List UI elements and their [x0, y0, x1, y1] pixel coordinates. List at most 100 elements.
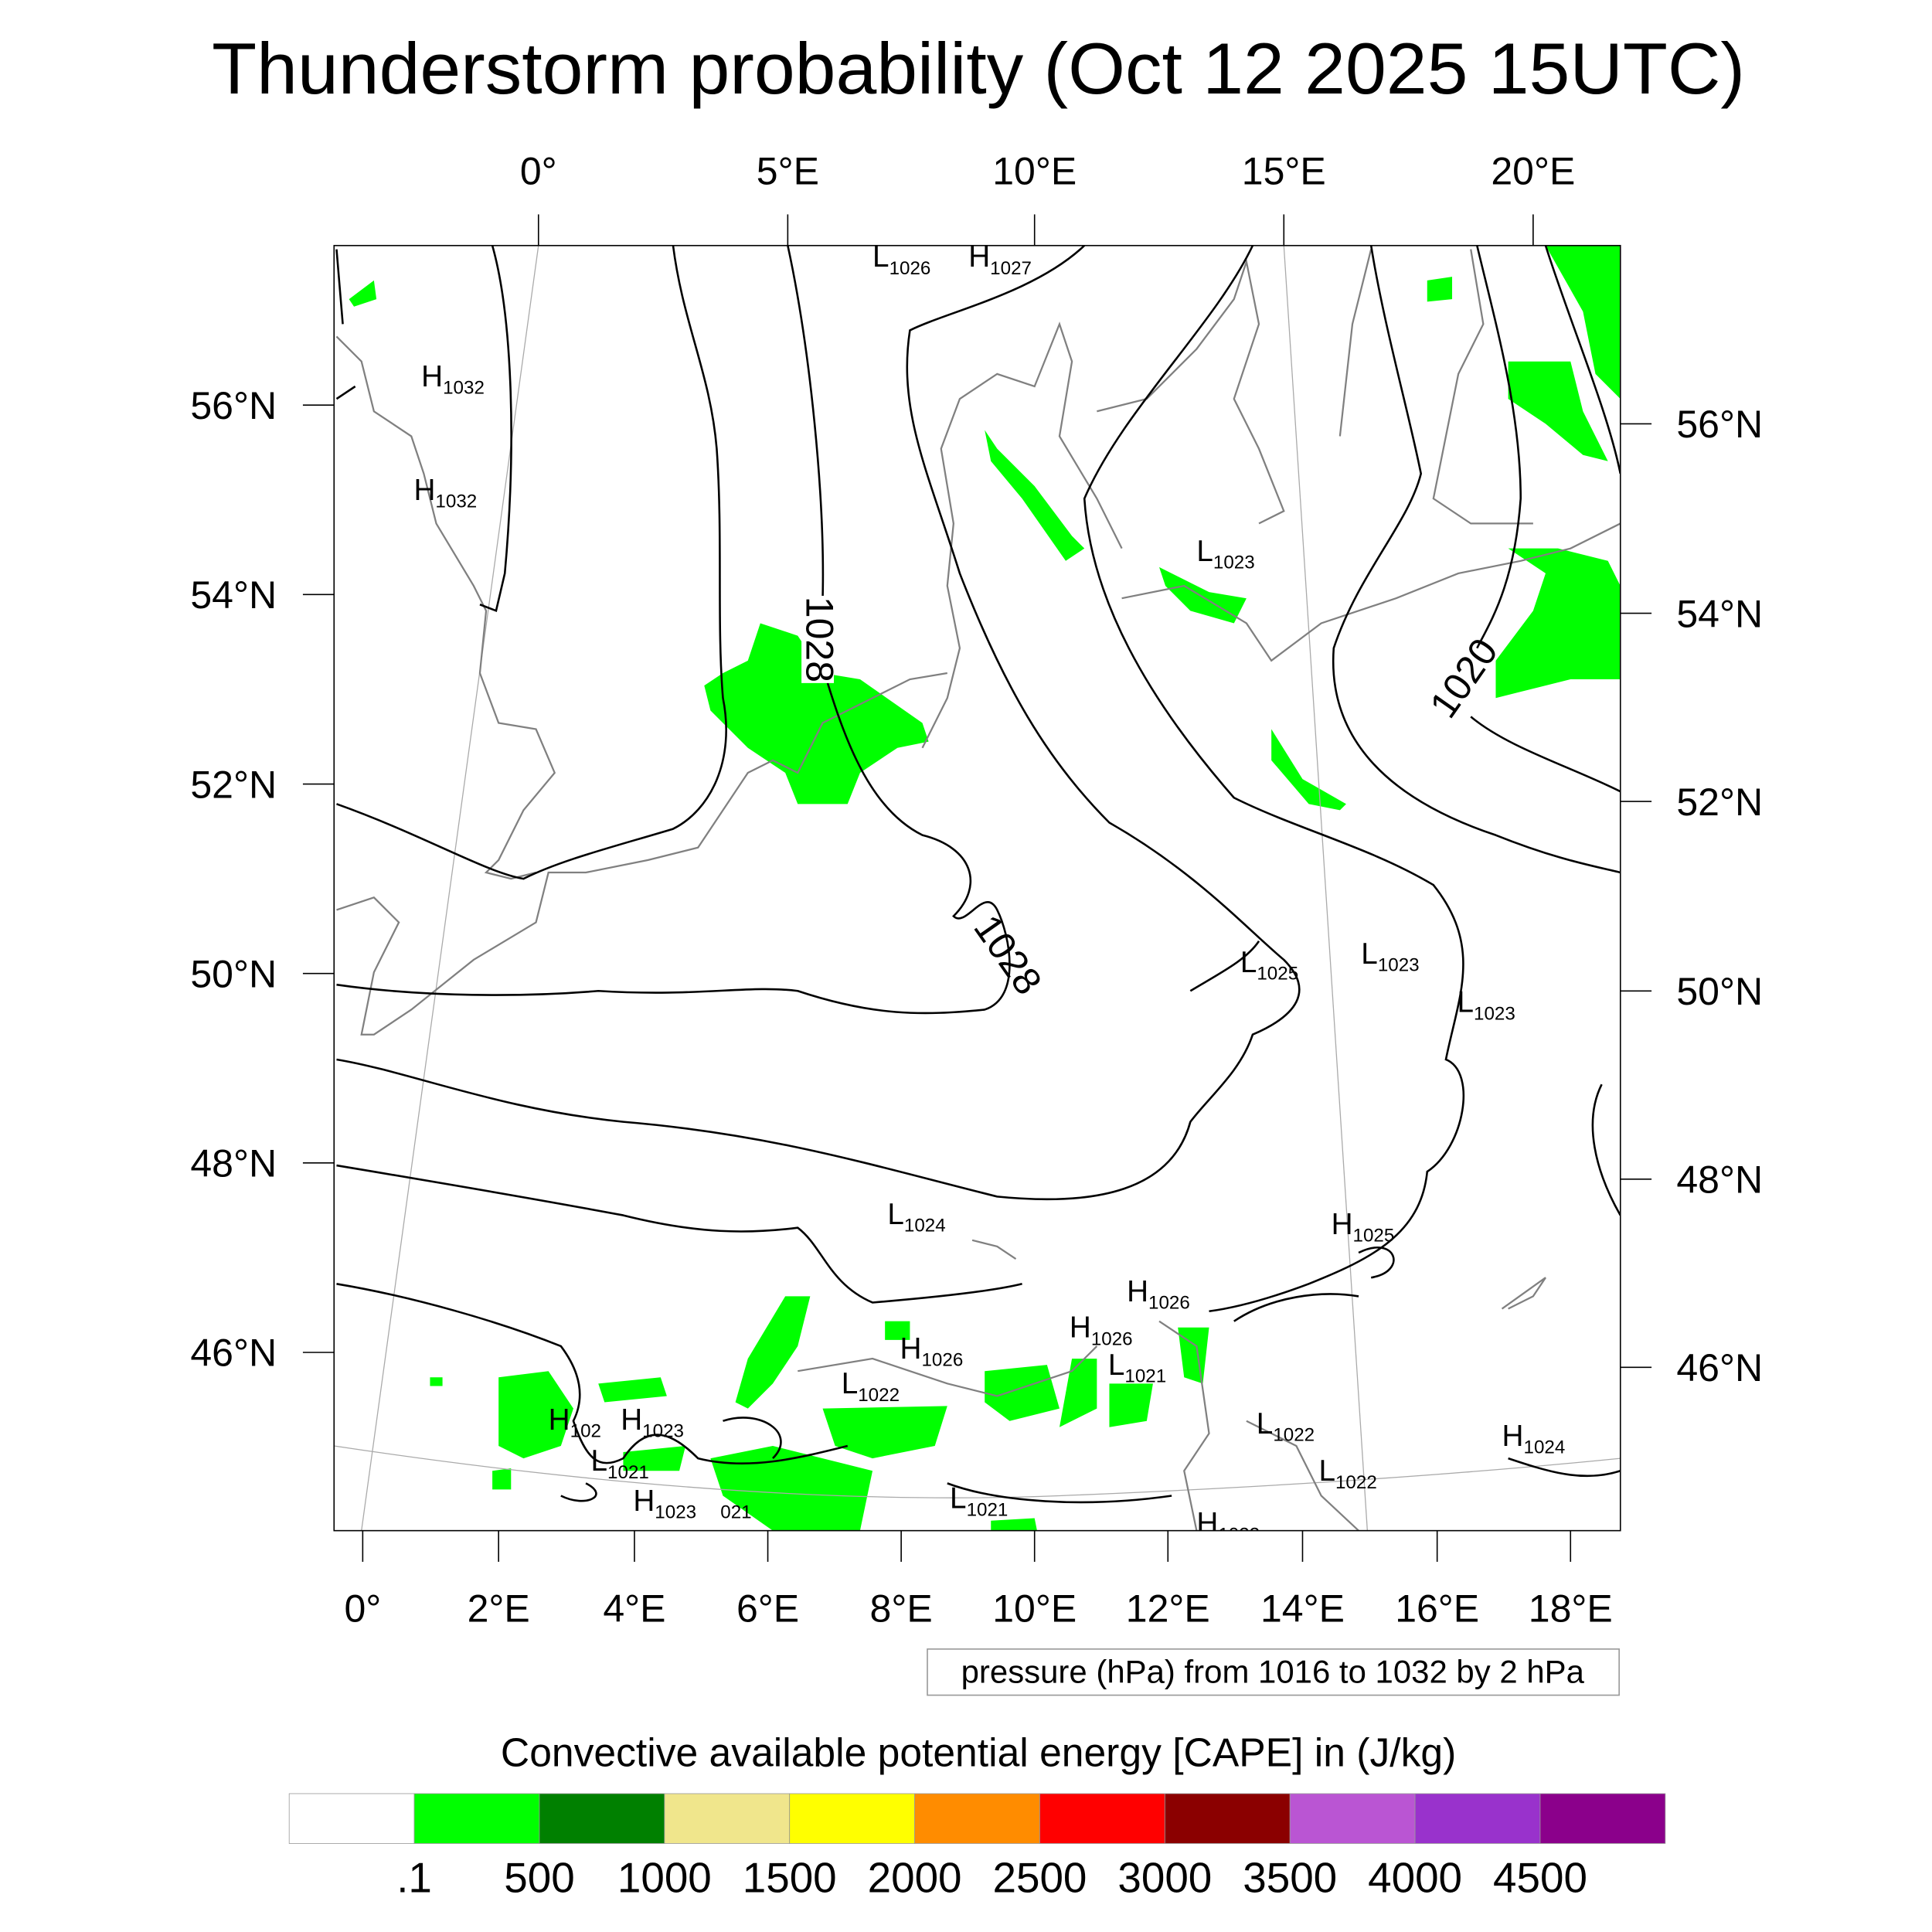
- cape-area: [498, 1371, 573, 1459]
- colorbar-swatch: [664, 1793, 791, 1844]
- cape-area: [735, 1296, 811, 1409]
- tick-label: 18°E: [1529, 1587, 1613, 1630]
- tick-label: 46°N: [1676, 1346, 1763, 1389]
- pressure-center: L1026: [872, 240, 930, 279]
- tick-label: 8°E: [870, 1587, 933, 1630]
- tick-label: 20°E: [1491, 150, 1575, 193]
- pressure-center: H1026: [1070, 1311, 1133, 1350]
- chart-title: Thunderstorm probability (Oct 12 2025 15…: [212, 28, 1745, 109]
- cape-area: [349, 280, 377, 307]
- tick-label: 46°N: [190, 1332, 277, 1375]
- colorbar-label: 1000: [617, 1853, 712, 1901]
- contour-label: 1028: [798, 597, 842, 682]
- map-frame: [333, 244, 1621, 1532]
- tick-label: 0°: [344, 1587, 381, 1630]
- pressure-center: L1023: [1196, 535, 1254, 573]
- cape-area: [1271, 729, 1346, 811]
- cape-area: [1059, 1359, 1097, 1427]
- coastlines: [335, 249, 1621, 1531]
- pressure-center: L1021: [591, 1444, 649, 1483]
- tick-label: 6°E: [736, 1587, 799, 1630]
- pressure-center: L1025: [1240, 946, 1298, 985]
- graticule: [334, 245, 1621, 1531]
- colorbar-swatch: [789, 1793, 915, 1844]
- pressure-center: H102: [549, 1403, 601, 1442]
- tick-label: 56°N: [1676, 403, 1763, 446]
- pressure-center: L1022: [842, 1367, 900, 1406]
- pressure-center: L1022: [1318, 1454, 1376, 1493]
- tick-label: 16°E: [1395, 1587, 1479, 1630]
- pressure-centers: H1032 H1032 L1026 H1027 L1023 L1025 L102…: [413, 240, 1566, 1546]
- pressure-center: H1023: [621, 1403, 684, 1442]
- tick-label: 10°E: [992, 150, 1077, 193]
- map-area: 1028 1028 1020 H1032 H1032 L1026 H1027 L…: [334, 240, 1621, 1546]
- tick-label: 50°N: [1676, 970, 1763, 1013]
- pressure-center: H1032: [413, 474, 477, 512]
- left-axis: 56°N 54°N 52°N 50°N 48°N 46°N: [190, 384, 335, 1375]
- contour-info-text: pressure (hPa) from 1016 to 1032 by 2 hP…: [961, 1653, 1585, 1689]
- pressure-center: H1022: [1196, 1507, 1260, 1546]
- cape-area: [991, 1518, 1037, 1531]
- tick-label: 5°E: [757, 150, 819, 193]
- cape-area: [822, 1406, 947, 1459]
- cape-area: [1508, 361, 1608, 461]
- tick-label: 0°: [520, 150, 557, 193]
- tick-label: 52°N: [1676, 781, 1763, 824]
- cape-area: [1427, 277, 1453, 302]
- pressure-center: L1024: [887, 1198, 945, 1236]
- pressure-contours: [335, 245, 1621, 1504]
- colorbar-swatch: [288, 1793, 415, 1844]
- cape-area: [492, 1468, 512, 1490]
- tick-label: 56°N: [190, 384, 277, 427]
- colorbar-label: 3500: [1243, 1853, 1337, 1901]
- colorbar-swatch: [1164, 1793, 1291, 1844]
- pressure-center: H1026: [900, 1332, 964, 1371]
- colorbar-label: 2500: [992, 1853, 1087, 1901]
- right-axis: 56°N 54°N 52°N 50°N 48°N 46°N: [1620, 403, 1763, 1389]
- cape-area: [704, 623, 929, 804]
- pressure-center: H1032: [421, 360, 485, 399]
- colorbar-swatch: [914, 1793, 1040, 1844]
- pressure-center: H1026: [1127, 1275, 1190, 1314]
- colorbar: .1 500 1000 1500 2000 2500 3000 3500 4000 4500: [288, 1793, 1666, 1901]
- bottom-axis: 0° 2°E 4°E 6°E 8°E 10°E 12°E 14°E 16°E 1…: [344, 1530, 1613, 1630]
- pressure-center: L1021: [1108, 1349, 1166, 1387]
- tick-label: 4°E: [603, 1587, 665, 1630]
- cape-area: [710, 1445, 873, 1531]
- cape-area: [1495, 548, 1621, 699]
- pressure-center: H1025: [1332, 1208, 1395, 1247]
- top-axis: 0° 5°E 10°E 15°E 20°E: [520, 150, 1575, 246]
- tick-label: 2°E: [468, 1587, 530, 1630]
- cape-area: [598, 1377, 667, 1403]
- pressure-center: L1021: [950, 1482, 1008, 1521]
- cape-area: [430, 1377, 443, 1386]
- pressure-center: H1024: [1502, 1420, 1566, 1458]
- pressure-center: L1022: [1257, 1407, 1315, 1446]
- cape-fill: [349, 245, 1621, 1531]
- tick-label: 12°E: [1126, 1587, 1210, 1630]
- colorbar-swatch: [413, 1793, 540, 1844]
- cape-area: [1109, 1383, 1153, 1427]
- pressure-center: L1023: [1361, 937, 1419, 976]
- pressure-center: H1027: [968, 240, 1032, 279]
- colorbar-swatch: [1539, 1793, 1666, 1844]
- tick-label: 54°N: [190, 573, 277, 617]
- tick-label: 54°N: [1676, 592, 1763, 635]
- tick-label: 52°N: [190, 763, 277, 806]
- colorbar-swatch: [539, 1793, 665, 1844]
- cape-area: [885, 1321, 910, 1340]
- tick-label: 48°N: [1676, 1158, 1763, 1202]
- colorbar-label: .1: [396, 1853, 432, 1901]
- pressure-center: L1023: [1457, 986, 1515, 1025]
- tick-label: 50°N: [190, 952, 277, 995]
- cape-area: [1546, 245, 1621, 400]
- cape-area: [1178, 1327, 1209, 1384]
- pressure-center: 021: [720, 1502, 751, 1523]
- colorbar-label: 4000: [1368, 1853, 1462, 1901]
- tick-label: 15°E: [1242, 150, 1326, 193]
- tick-label: 48°N: [190, 1142, 277, 1185]
- cape-area: [623, 1445, 686, 1471]
- colorbar-label: 2000: [868, 1853, 962, 1901]
- colorbar-label: 4500: [1493, 1853, 1587, 1901]
